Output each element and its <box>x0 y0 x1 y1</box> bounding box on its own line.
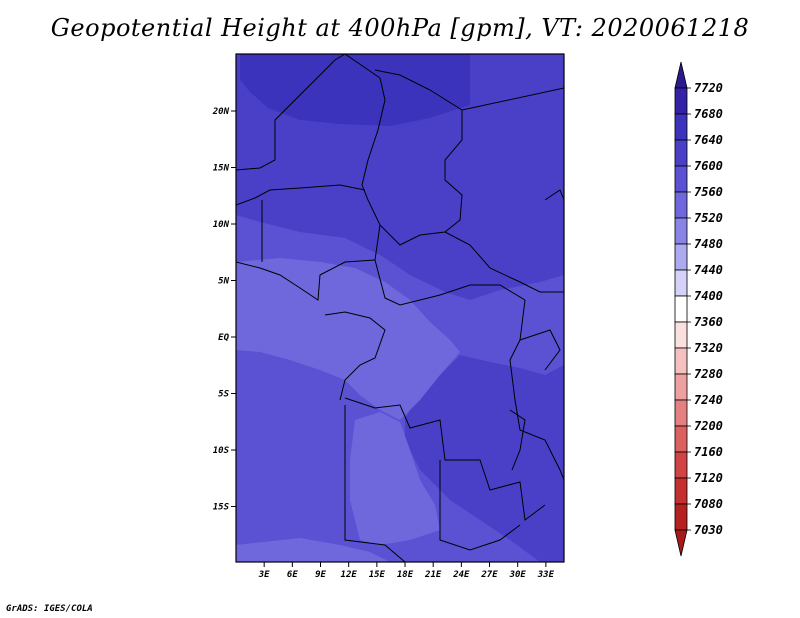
colorbar-segment <box>674 347 688 375</box>
lat-label: 5S <box>218 390 229 400</box>
map-title: Geopotential Height at 400hPa [gpm], VT:… <box>50 14 750 42</box>
colorbar: 7720 7680 7640 7600 7560 7520 7480 7440 7400 7360… <box>674 61 723 557</box>
colorbar-label: 7280 <box>694 367 723 381</box>
latitude-axis: 20N 15N 10N 5N EQ 5S 10S 15S <box>212 107 236 513</box>
grads-credit: GrADS: IGES/COLA <box>6 604 93 614</box>
colorbar-label: 7160 <box>694 445 723 459</box>
lon-label: 30E <box>509 570 527 580</box>
lon-label: 12E <box>341 570 358 580</box>
border-line <box>344 405 406 562</box>
colorbar-label: 7320 <box>694 341 723 355</box>
colorbar-segment <box>674 503 688 531</box>
field-7520-south <box>350 412 440 545</box>
border-line <box>461 87 564 111</box>
colorbar-segment <box>674 477 688 505</box>
colorbar-segment <box>674 139 688 167</box>
colorbar-segment <box>674 399 688 427</box>
border-line <box>236 259 376 301</box>
colorbar-segment <box>674 425 688 453</box>
colorbar-label: 7520 <box>694 211 723 225</box>
colorbar-label: 7640 <box>694 133 723 147</box>
colorbar-segment <box>674 373 688 401</box>
lon-label: 15E <box>369 570 386 580</box>
border-line <box>344 397 546 521</box>
lon-label: 21E <box>424 570 442 580</box>
border-line <box>324 311 386 401</box>
colorbar-segment <box>674 269 688 297</box>
colorbar-segment <box>674 243 688 271</box>
field-7520-bottom <box>236 538 390 562</box>
field-7640-north <box>240 54 470 126</box>
colorbar-segment <box>674 191 688 219</box>
border-line <box>544 189 564 201</box>
lat-label: EQ <box>218 333 229 343</box>
border-line <box>374 224 526 306</box>
colorbar-label: 7600 <box>694 159 723 173</box>
border-line <box>236 54 346 171</box>
colorbar-segment <box>674 295 688 323</box>
border-line <box>236 184 366 206</box>
lat-label: 15S <box>213 503 230 513</box>
colorbar-segment <box>674 113 688 141</box>
lon-label: 27E <box>480 570 498 580</box>
colorbar-top-arrow <box>674 61 688 89</box>
colorbar-segment <box>674 451 688 479</box>
field-7600-south <box>405 355 564 562</box>
colorbar-segment <box>674 321 688 349</box>
colorbar-label: 7440 <box>694 263 723 277</box>
colorbar-label: 7200 <box>694 419 723 433</box>
colorbar-label: 7120 <box>694 471 723 485</box>
colorbar-label: 7400 <box>694 289 723 303</box>
contour-fill <box>236 54 564 562</box>
colorbar-label: 7680 <box>694 107 723 121</box>
field-7520-center <box>236 258 460 420</box>
lat-label: 10S <box>213 446 230 456</box>
lat-label: 5N <box>218 277 229 287</box>
lon-label: 3E <box>258 570 270 580</box>
colorbar-label: 7240 <box>694 393 723 407</box>
lat-label: 20N <box>212 107 230 117</box>
lon-label: 24E <box>452 570 470 580</box>
colorbar-label: 7360 <box>694 315 723 329</box>
lon-label: 6E <box>287 570 298 580</box>
colorbar-segment <box>674 217 688 245</box>
colorbar-label: 7030 <box>694 523 723 537</box>
colorbar-label: 7480 <box>694 237 723 251</box>
colorbar-bottom-arrow <box>674 529 688 557</box>
colorbar-label: 7720 <box>694 81 723 95</box>
colorbar-segment <box>674 165 688 193</box>
lon-label: 33E <box>537 570 555 580</box>
lat-label: 15N <box>213 164 230 174</box>
border-line <box>519 329 561 371</box>
lon-label: 18E <box>397 570 414 580</box>
colorbar-segment <box>674 87 688 115</box>
lat-label: 10N <box>213 220 230 230</box>
colorbar-label: 7560 <box>694 185 723 199</box>
longitude-axis: 3E 6E 9E 12E 15E 18E 21E 24E 27E 30E 33E <box>258 562 555 580</box>
colorbar-label: 7080 <box>694 497 723 511</box>
border-line <box>344 54 463 246</box>
lon-label: 9E <box>315 570 326 580</box>
border-line <box>509 409 526 471</box>
border-line <box>439 460 521 551</box>
map-frame <box>235 53 565 563</box>
border-line <box>444 231 564 293</box>
country-borders <box>236 54 564 562</box>
